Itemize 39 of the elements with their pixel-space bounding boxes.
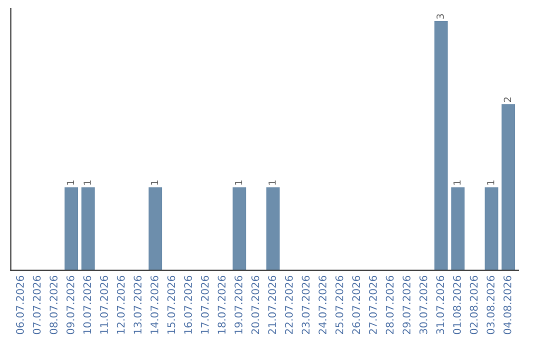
data-label: 1 xyxy=(234,180,242,185)
data-label: 1 xyxy=(487,180,494,185)
x-tick-label: 12.07.2026 xyxy=(116,276,125,334)
x-tick-label: 14.07.2026 xyxy=(150,276,158,334)
data-label: 3 xyxy=(436,14,444,19)
x-tick-label: 04.08.2026 xyxy=(503,276,512,334)
x-tick-label: 15.07.2026 xyxy=(167,276,176,334)
data-label: 2 xyxy=(504,97,511,102)
x-tick-label: 17.07.2026 xyxy=(200,276,209,334)
x-tick-label: 01.08.2026 xyxy=(453,276,461,334)
x-tick-label: 31.07.2026 xyxy=(436,276,444,334)
x-tick-label: 23.07.2026 xyxy=(302,276,310,334)
x-tick-label: 27.07.2026 xyxy=(368,276,377,334)
x-tick-label: 10.07.2026 xyxy=(83,276,92,334)
x-tick-label: 18.07.2026 xyxy=(218,276,226,334)
x-tick-label: 24.07.2026 xyxy=(318,276,326,334)
x-tick-label: 28.07.2026 xyxy=(386,276,394,334)
x-tick-label: 13.07.2026 xyxy=(134,276,142,334)
x-tick-label: 03.08.2026 xyxy=(486,276,495,334)
data-label: 1 xyxy=(268,180,276,185)
x-tick-label: 21.07.2026 xyxy=(268,276,276,334)
x-tick-label: 09.07.2026 xyxy=(66,276,74,334)
x-tick-label: 08.07.2026 xyxy=(50,276,58,334)
x-tick-label: 29.07.2026 xyxy=(402,276,410,334)
data-label: 1 xyxy=(84,180,91,185)
data-label: 1 xyxy=(150,180,158,185)
x-tick-label: 20.07.2026 xyxy=(251,276,260,334)
x-tick-label: 11.07.2026 xyxy=(100,276,108,334)
x-tick-label: 30.07.2026 xyxy=(419,276,428,334)
x-tick-label: 19.07.2026 xyxy=(234,276,242,334)
x-tick-label: 07.07.2026 xyxy=(32,276,41,334)
data-label: 1 xyxy=(453,180,461,185)
x-tick-label: 16.07.2026 xyxy=(184,276,192,334)
x-tick-label: 26.07.2026 xyxy=(352,276,360,334)
x-tick-label: 02.08.2026 xyxy=(470,276,478,334)
x-tick-label: 25.07.2026 xyxy=(335,276,344,334)
data-label: 1 xyxy=(66,180,74,185)
x-tick-label: 06.07.2026 xyxy=(16,276,24,334)
x-tick-label: 22.07.2026 xyxy=(284,276,293,334)
